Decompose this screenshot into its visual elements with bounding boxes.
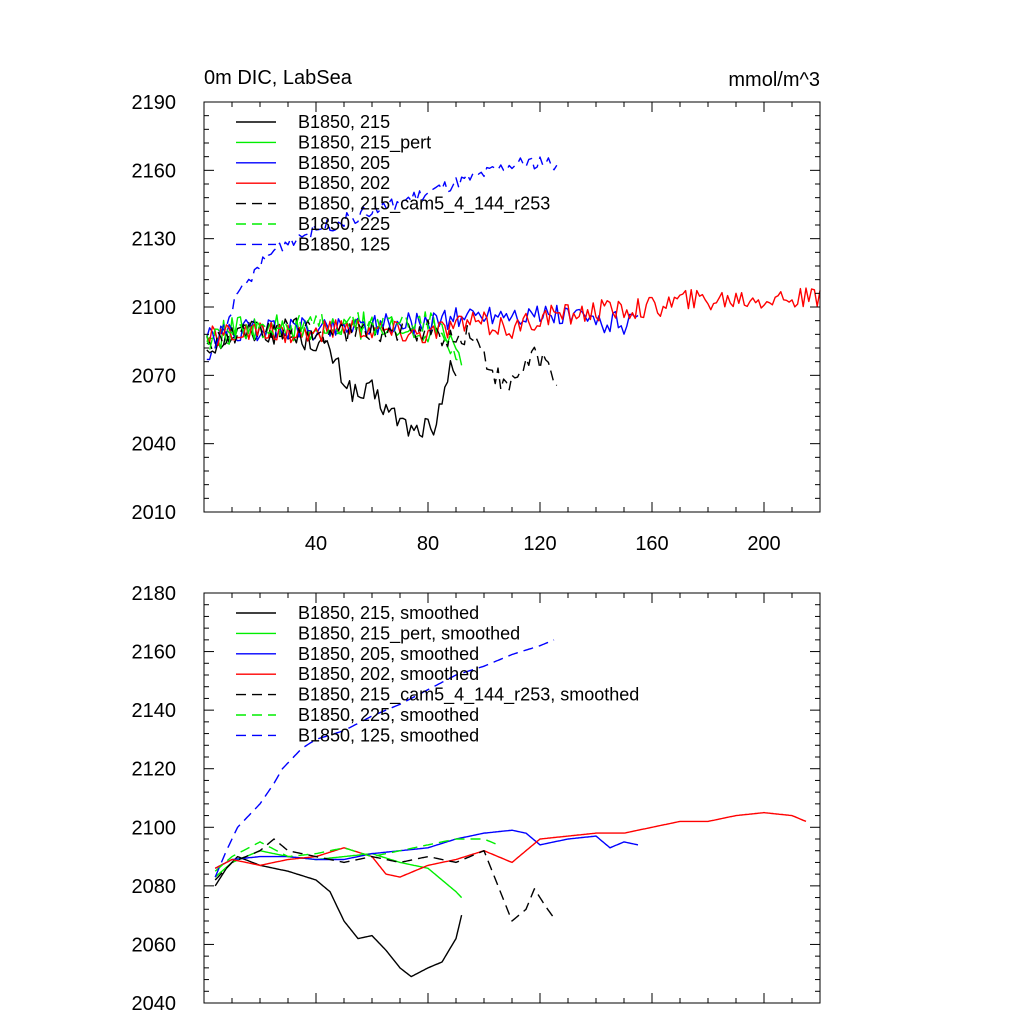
x-tick-label: 200: [747, 533, 780, 555]
x-tick-label: 120: [523, 533, 556, 555]
x-tick-label: 160: [635, 533, 668, 555]
bottom-panel: 2040 2060 2080 2100 2120 2140 2160 2180 B1850, …: [132, 583, 821, 1015]
y-tick-label: 2010: [132, 502, 177, 524]
y-tick-label: 2190: [132, 92, 177, 114]
legend-label: B1850, 125: [298, 234, 390, 254]
top-panel: 0m DIC, LabSea mmol/m^3 40 80 120 160 200 201…: [132, 67, 821, 555]
series-line-0: [214, 855, 463, 978]
legend-label: B1850, 125, smoothed: [298, 725, 479, 745]
legend-label: B1850, 225, smoothed: [298, 705, 479, 725]
series-line-6: [214, 639, 555, 878]
series-line-2: [214, 829, 639, 869]
series-line-4: [206, 317, 558, 391]
y-tick-label: 2130: [132, 229, 177, 251]
legend-label: B1850, 202: [298, 173, 390, 193]
y-tick-label: 2100: [132, 817, 177, 839]
legend-label: B1850, 202, smoothed: [298, 664, 479, 684]
y-tick-label: 2160: [132, 642, 177, 664]
legend-label: B1850, 215: [298, 112, 390, 132]
units-label: mmol/m^3: [728, 69, 820, 91]
y-tick-label: 2040: [132, 993, 177, 1015]
series-line-3: [206, 287, 821, 347]
y-tick-label: 2180: [132, 583, 177, 605]
legend-label: B1850, 215_cam5_4_144_r253, smoothed: [298, 685, 639, 706]
legend-label: B1850, 215_cam5_4_144_r253: [298, 194, 550, 215]
legend-label: B1850, 215, smoothed: [298, 603, 479, 623]
y-tick-label: 2140: [132, 700, 177, 722]
legend-label: B1850, 215_pert, smoothed: [298, 623, 520, 644]
y-tick-label: 2070: [132, 365, 177, 387]
y-tick-label: 2040: [132, 434, 177, 456]
x-tick-label: 40: [305, 533, 327, 555]
y-tick-label: 2080: [132, 876, 177, 898]
series-line-0: [206, 321, 457, 438]
y-tick-label: 2060: [132, 934, 177, 956]
y-tick-label: 2100: [132, 297, 177, 319]
legend-label: B1850, 205: [298, 153, 390, 173]
legend-label: B1850, 215_pert: [298, 132, 431, 153]
legend-label: B1850, 205, smoothed: [298, 644, 479, 664]
y-tick-label: 2160: [132, 160, 177, 182]
series-line-3: [214, 811, 807, 878]
chart-title: 0m DIC, LabSea: [204, 67, 353, 89]
series-line-5: [214, 838, 499, 872]
legend-label: B1850, 225: [298, 214, 390, 234]
y-tick-label: 2120: [132, 759, 177, 781]
series-line-5: [206, 311, 463, 364]
plot-frame: [203, 101, 821, 513]
series-line-4: [214, 838, 555, 922]
x-tick-label: 80: [417, 533, 439, 555]
